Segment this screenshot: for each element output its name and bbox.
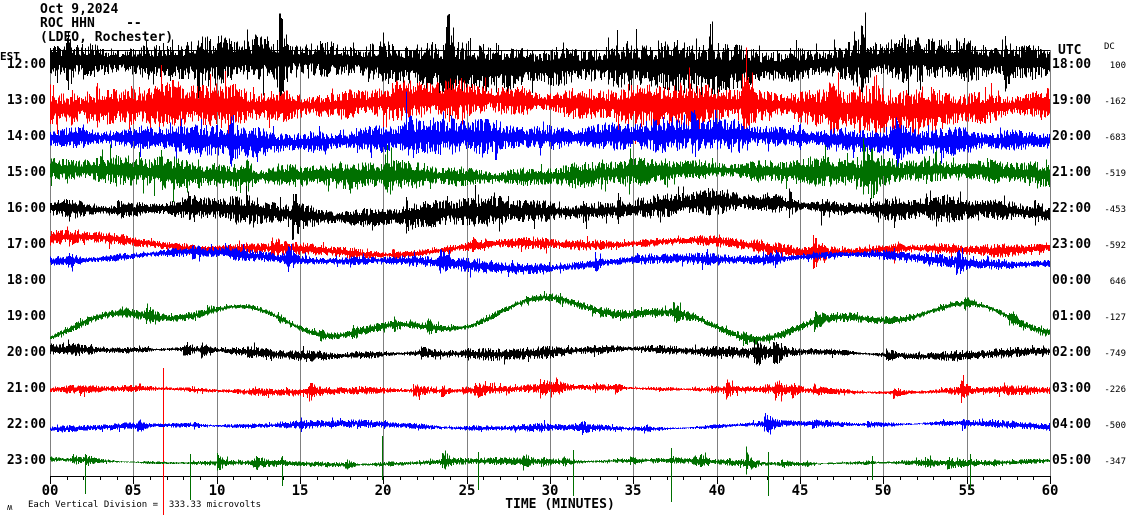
trace-1600	[50, 184, 1050, 241]
est-label-2000: 20:00	[6, 345, 46, 360]
trace-1400	[50, 91, 1050, 167]
x-tick-05: 05	[124, 483, 142, 499]
grid-lines	[50, 50, 1051, 476]
utc-label-2100: 21:00	[1052, 165, 1092, 180]
utc-axis-header: UTC	[1058, 43, 1082, 58]
trace-1800	[50, 243, 1050, 278]
dc-value-row5: -453	[1104, 205, 1126, 215]
est-label-1200: 12:00	[6, 57, 46, 72]
dc-value-row7: 646	[1109, 277, 1126, 287]
logo-glyph: ʍ	[7, 503, 13, 513]
trace-1300	[50, 47, 1050, 148]
dc-value-row3: -683	[1104, 133, 1126, 143]
utc-label-2000: 20:00	[1052, 129, 1092, 144]
utc-label-1800: 18:00	[1052, 57, 1092, 72]
date-title: Oct 9,2024	[40, 2, 119, 17]
trace-1700	[50, 226, 1050, 270]
utc-label-0500: 05:00	[1052, 453, 1092, 468]
dc-value-row1: 100	[1109, 61, 1126, 71]
x-tick-15: 15	[291, 483, 309, 499]
est-axis-header: EST	[0, 50, 20, 63]
x-tick-45: 45	[791, 483, 809, 499]
x-tick-55: 55	[958, 483, 976, 499]
trace-2200	[50, 413, 1050, 435]
x-axis-title: TIME (MINUTES)	[505, 497, 615, 512]
axis-and-ticks	[50, 50, 1051, 484]
est-label-1500: 15:00	[6, 165, 46, 180]
utc-label-0000: 00:00	[1052, 273, 1092, 288]
x-tick-25: 25	[458, 483, 476, 499]
dc-value-row6: -592	[1104, 241, 1126, 251]
est-label-1400: 14:00	[6, 129, 46, 144]
dc-value-row11: -500	[1104, 421, 1126, 431]
est-label-1600: 16:00	[6, 201, 46, 216]
dc-axis-header: DC	[1104, 42, 1115, 52]
utc-label-2300: 23:00	[1052, 237, 1092, 252]
dc-value-row4: -519	[1104, 169, 1126, 179]
x-tick-35: 35	[624, 483, 642, 499]
dc-value-row12: -347	[1104, 457, 1126, 467]
source-title: (LDEO, Rochester)	[40, 30, 174, 45]
utc-label-0100: 01:00	[1052, 309, 1092, 324]
est-label-2200: 22:00	[6, 417, 46, 432]
x-tick-00: 00	[41, 483, 59, 499]
dc-value-row10: -226	[1104, 385, 1126, 395]
x-tick-60: 60	[1041, 483, 1059, 499]
utc-label-1900: 19:00	[1052, 93, 1092, 108]
est-label-1300: 13:00	[6, 93, 46, 108]
x-tick-10: 10	[208, 483, 226, 499]
est-label-1800: 18:00	[6, 273, 46, 288]
utc-label-0200: 02:00	[1052, 345, 1092, 360]
utc-label-0400: 04:00	[1052, 417, 1092, 432]
est-label-1900: 19:00	[6, 309, 46, 324]
dc-value-row8: -127	[1104, 313, 1126, 323]
trace-1900	[50, 290, 1050, 346]
est-label-2100: 21:00	[6, 381, 46, 396]
dc-value-row2: -162	[1104, 97, 1126, 107]
dc-value-row9: -749	[1104, 349, 1126, 359]
trace-1200	[50, 12, 1050, 123]
utc-label-2200: 22:00	[1052, 201, 1092, 216]
est-label-2300: 23:00	[6, 453, 46, 468]
x-tick-20: 20	[374, 483, 392, 499]
utc-label-0300: 03:00	[1052, 381, 1092, 396]
x-tick-40: 40	[708, 483, 726, 499]
x-tick-50: 50	[874, 483, 892, 499]
station-title: ROC HHN --	[40, 16, 142, 31]
est-label-1700: 17:00	[6, 237, 46, 252]
trace-1500	[50, 138, 1050, 203]
trace-2000	[50, 339, 1050, 366]
scale-note: Each Vertical Division = 333.33 microvol…	[28, 500, 261, 510]
